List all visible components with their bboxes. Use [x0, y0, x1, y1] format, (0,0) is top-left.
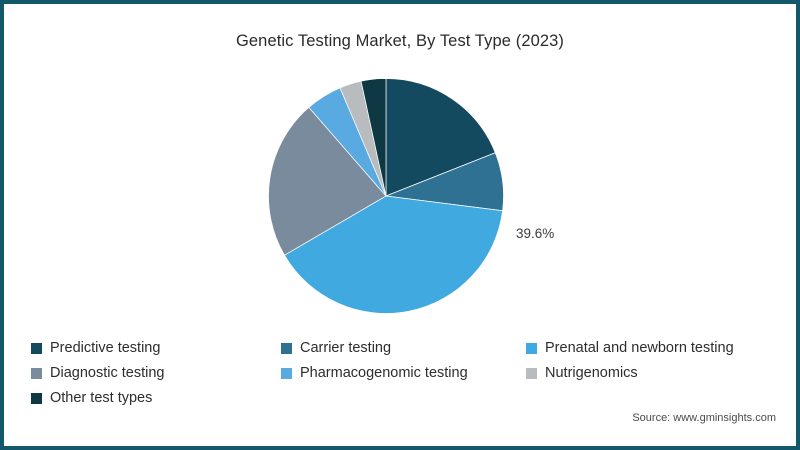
- legend-item[interactable]: Nutrigenomics: [526, 366, 773, 381]
- legend-grid: Predictive testing Carrier testing Prenata…: [31, 336, 773, 411]
- pie-chart-svg: [268, 78, 504, 314]
- legend-swatch-icon: [526, 343, 537, 354]
- legend-item-label: Nutrigenomics: [545, 365, 638, 382]
- pie-slice[interactable]: [284, 195, 503, 314]
- pie-slice-group: [268, 78, 504, 314]
- legend-item[interactable]: Prenatal and newborn testing: [526, 341, 773, 356]
- legend-swatch-icon: [31, 393, 42, 404]
- legend-swatch-icon: [281, 343, 292, 354]
- source-attribution: Source: www.gminsights.com: [632, 412, 776, 424]
- legend-swatch-icon: [526, 368, 537, 379]
- legend-item-label: Carrier testing: [300, 340, 392, 357]
- legend-item[interactable]: Predictive testing: [31, 341, 281, 356]
- pie-slice[interactable]: [268, 106, 387, 256]
- legend-item[interactable]: Diagnostic testing: [31, 366, 281, 381]
- legend-item-label: Pharmacogenomic testing: [300, 365, 468, 382]
- legend-item[interactable]: Carrier testing: [281, 341, 526, 356]
- chart-title: Genetic Testing Market, By Test Type (20…: [235, 32, 565, 50]
- pie-slice[interactable]: [360, 78, 387, 197]
- legend-swatch-icon: [31, 343, 42, 354]
- legend-item[interactable]: Other test types: [31, 391, 281, 406]
- pie-chart: [268, 78, 504, 314]
- legend-item-label: Other test types: [50, 390, 153, 407]
- legend-item-label: Prenatal and newborn testing: [545, 340, 734, 357]
- pie-data-label-prenatal: 39.6%: [516, 226, 555, 241]
- legend-item[interactable]: Pharmacogenomic testing: [281, 366, 526, 381]
- legend-item-label: Diagnostic testing: [50, 365, 165, 382]
- chart-legend: Predictive testing Carrier testing Prenata…: [31, 336, 773, 411]
- legend-swatch-icon: [281, 368, 292, 379]
- legend-item-label: Predictive testing: [50, 340, 161, 357]
- legend-swatch-icon: [31, 368, 42, 379]
- pie-slice[interactable]: [385, 78, 496, 197]
